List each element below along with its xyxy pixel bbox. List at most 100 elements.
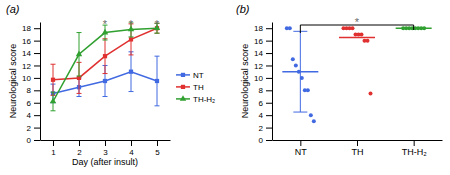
axis-line bbox=[40, 23, 41, 141]
error-bar bbox=[77, 33, 82, 76]
tick: TH bbox=[352, 140, 364, 157]
tick-label: 8 bbox=[259, 86, 264, 95]
point bbox=[155, 79, 159, 83]
mean-line bbox=[339, 37, 375, 39]
error-bar-cap bbox=[293, 112, 307, 113]
point bbox=[76, 51, 82, 57]
tick-label: 0 bbox=[27, 136, 32, 145]
tick-label: TH-H₂ bbox=[402, 147, 427, 157]
point bbox=[294, 63, 298, 67]
tick-label: 10 bbox=[22, 74, 31, 83]
tick-label: 4 bbox=[129, 148, 134, 157]
tick-label: TH bbox=[352, 147, 364, 157]
tick: 10 bbox=[254, 74, 272, 83]
annotation: * bbox=[103, 18, 108, 30]
legend-marker bbox=[181, 85, 185, 89]
tick-mark bbox=[266, 128, 272, 129]
tick-mark bbox=[34, 53, 40, 54]
axis-line bbox=[272, 23, 273, 141]
tick-mark bbox=[266, 90, 272, 91]
point bbox=[288, 26, 292, 30]
legend-marker bbox=[180, 95, 186, 101]
tick-mark bbox=[414, 140, 415, 146]
point bbox=[51, 78, 55, 82]
legend: NTTHTH-H₂ bbox=[176, 71, 215, 104]
tick: 8 bbox=[259, 86, 272, 95]
tick-mark bbox=[79, 140, 80, 146]
error-bar bbox=[293, 31, 307, 112]
tick: 16 bbox=[254, 37, 272, 46]
error-bar-cap bbox=[103, 40, 108, 41]
error-bar-cap bbox=[155, 33, 160, 34]
tick-mark bbox=[266, 140, 272, 141]
point bbox=[77, 76, 81, 80]
tick-label: 16 bbox=[22, 37, 31, 46]
tick: 8 bbox=[27, 86, 40, 95]
tick: 2 bbox=[27, 124, 40, 133]
tick-mark bbox=[34, 140, 40, 141]
tick: 0 bbox=[27, 136, 40, 145]
tick-label: 6 bbox=[259, 99, 264, 108]
error-bar-cap bbox=[129, 91, 134, 92]
error-bar-cap bbox=[103, 73, 108, 74]
tick-label: 8 bbox=[27, 86, 32, 95]
tick-mark bbox=[34, 78, 40, 79]
legend-item: TH-H₂ bbox=[176, 95, 215, 104]
error-bar bbox=[129, 52, 134, 92]
tick: 4 bbox=[259, 111, 272, 120]
error-bar-cap bbox=[77, 32, 82, 33]
tick-mark bbox=[266, 103, 272, 104]
tick: 2 bbox=[259, 124, 272, 133]
tick-mark bbox=[266, 115, 272, 116]
tick: 4 bbox=[27, 111, 40, 120]
error-bar bbox=[103, 39, 108, 74]
tick-mark bbox=[266, 41, 272, 42]
x-axis: 12345 bbox=[41, 140, 171, 157]
error-bar-cap bbox=[155, 56, 160, 57]
tick-mark bbox=[53, 140, 54, 146]
point bbox=[312, 119, 316, 123]
point bbox=[309, 113, 313, 117]
series bbox=[51, 23, 160, 95]
tick-mark bbox=[266, 65, 272, 66]
y-axis: 024681012141618 bbox=[22, 23, 40, 146]
plot-area bbox=[50, 22, 160, 111]
tick-label: 12 bbox=[254, 62, 263, 71]
tick: 6 bbox=[27, 99, 40, 108]
point bbox=[129, 70, 133, 74]
annotation: * bbox=[129, 18, 134, 30]
tick-mark bbox=[300, 140, 301, 146]
legend-marker bbox=[181, 73, 185, 77]
error-bar-stem bbox=[300, 31, 301, 112]
plot-area bbox=[282, 26, 431, 123]
error-bar bbox=[51, 92, 56, 111]
title: (b) bbox=[236, 3, 250, 15]
tick-label: 12 bbox=[22, 62, 31, 71]
tick-label: 2 bbox=[27, 124, 32, 133]
tick-mark bbox=[266, 78, 272, 79]
point bbox=[306, 88, 310, 92]
x-axis-title: Day (after insult) bbox=[72, 157, 138, 167]
series bbox=[50, 22, 160, 111]
tick-label: NT bbox=[295, 147, 307, 157]
tick-mark bbox=[266, 28, 272, 29]
point bbox=[50, 98, 56, 104]
legend-item: TH bbox=[176, 83, 204, 92]
error-bar-cap bbox=[155, 105, 160, 106]
tick: 14 bbox=[254, 49, 272, 58]
tick-mark bbox=[34, 103, 40, 104]
tick: 3 bbox=[103, 140, 108, 157]
point bbox=[129, 37, 133, 41]
error-bar-cap bbox=[77, 76, 82, 77]
point bbox=[369, 91, 373, 95]
x-axis: NT TH TH-H₂ bbox=[273, 140, 443, 157]
tick-label: 18 bbox=[254, 24, 263, 33]
tick-label: 16 bbox=[254, 37, 263, 46]
tick: 6 bbox=[259, 99, 272, 108]
tick-mark bbox=[34, 115, 40, 116]
error-bar-cap bbox=[103, 96, 108, 97]
tick-mark bbox=[34, 28, 40, 29]
point bbox=[103, 54, 107, 58]
error-bar-cap bbox=[129, 36, 134, 37]
legend-label: TH bbox=[193, 83, 204, 92]
